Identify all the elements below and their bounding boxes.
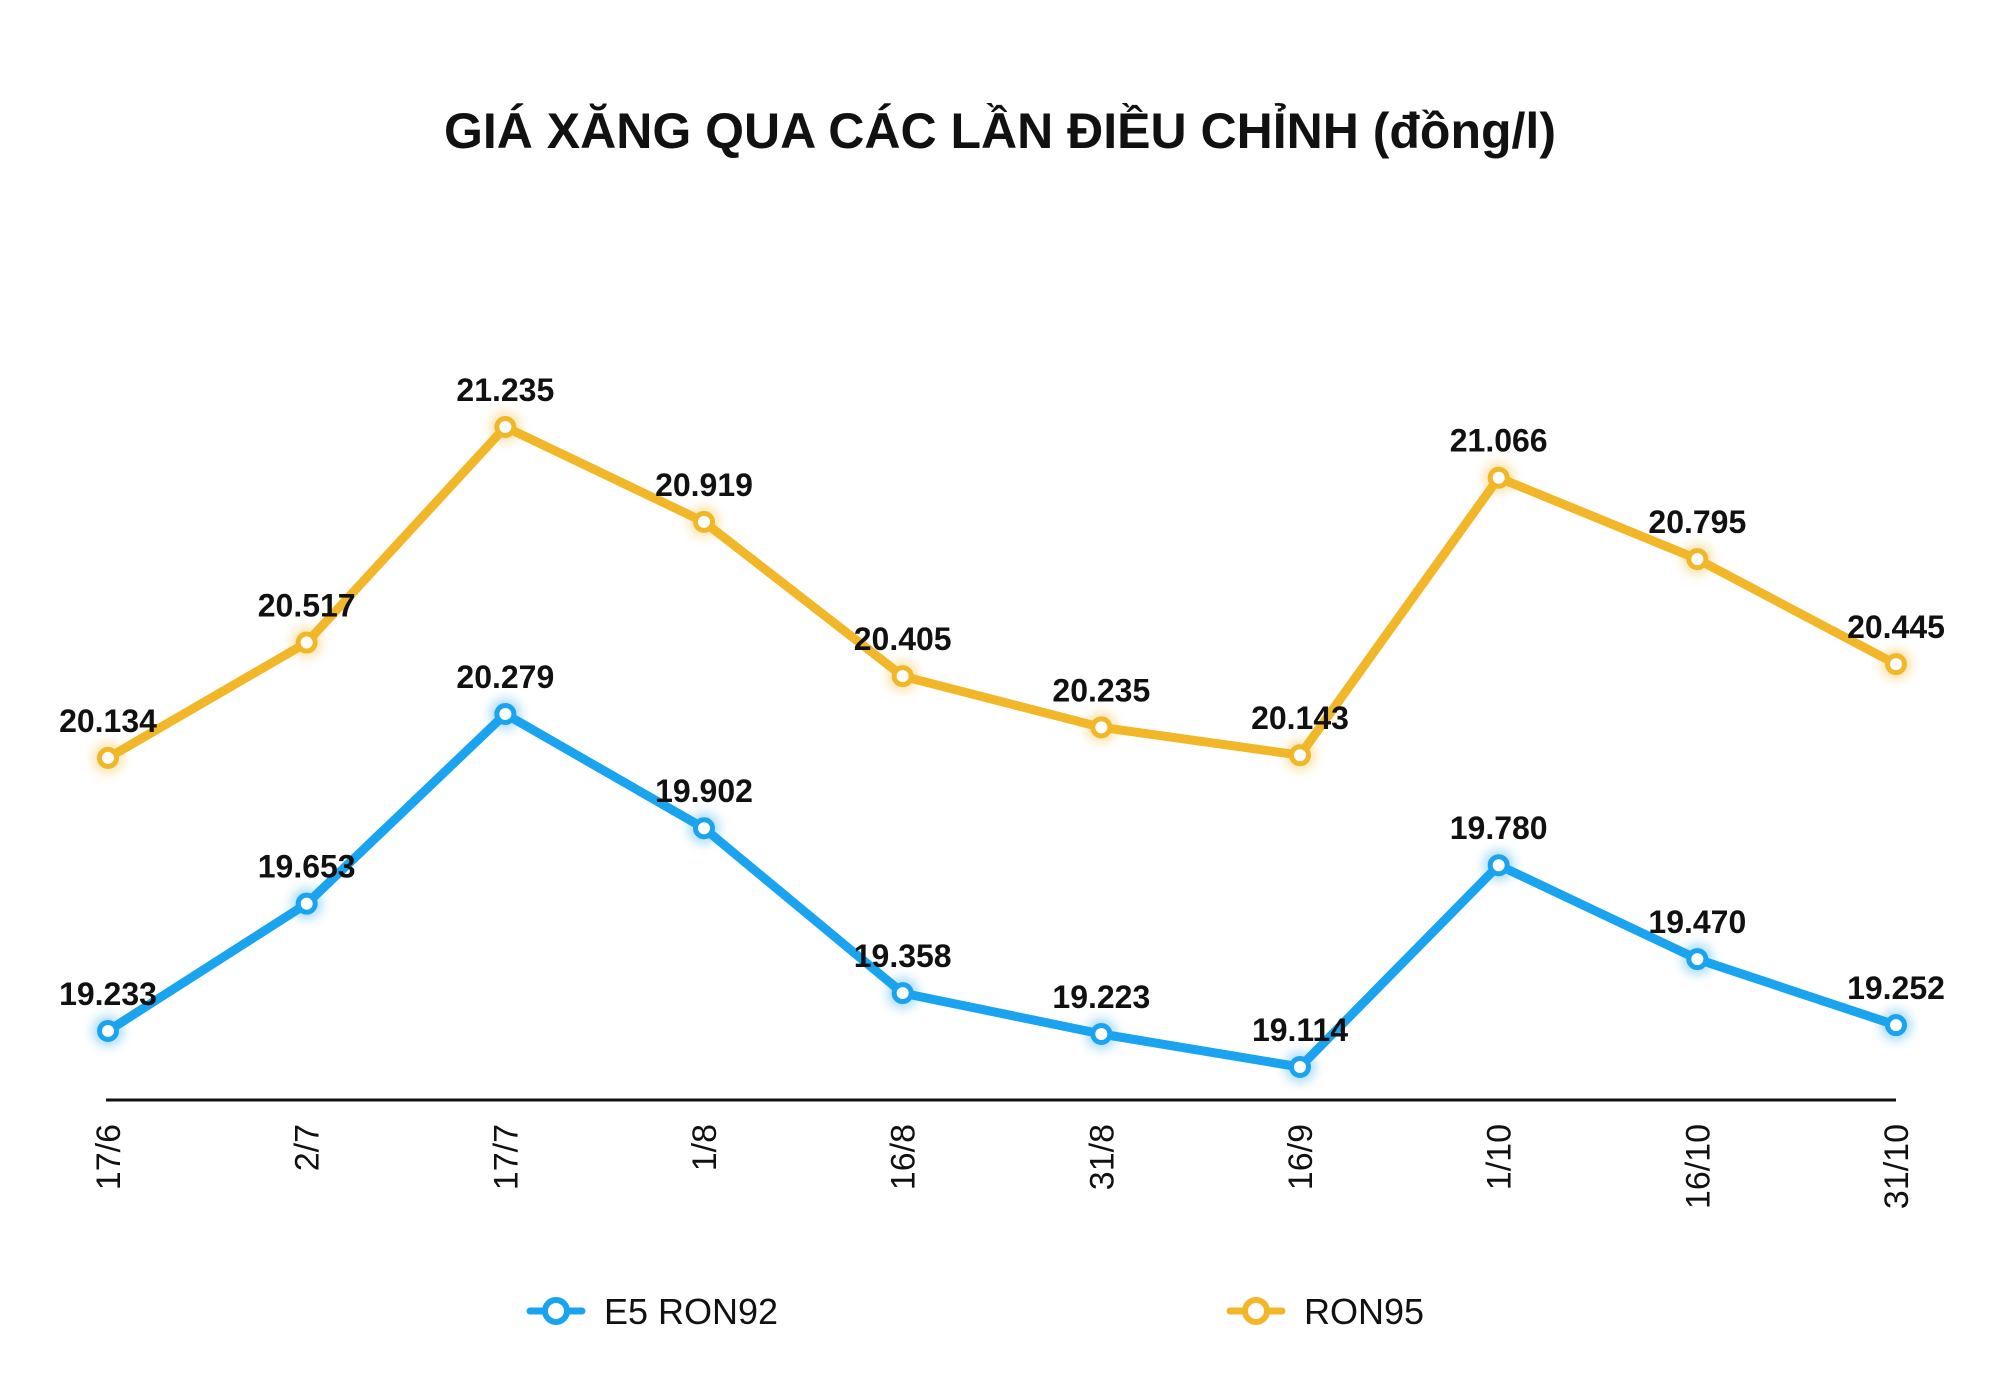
- data-point: [891, 982, 914, 1005]
- series-line-ron95: [103, 422, 1901, 763]
- data-point: [1090, 716, 1113, 739]
- legend: E5 RON92 RON95: [526, 1291, 1424, 1332]
- x-tick-label: 16/9: [1282, 1124, 1320, 1190]
- x-tick-label: 17/6: [90, 1124, 128, 1190]
- data-label: 19.223: [1052, 979, 1150, 1015]
- data-point: [97, 1019, 119, 1042]
- x-tick-label: 31/8: [1083, 1124, 1121, 1190]
- legend-item-ron95: RON95: [1226, 1291, 1424, 1332]
- data-point: [1090, 1022, 1113, 1045]
- data-label: 21.235: [456, 372, 554, 408]
- data-point: [97, 746, 119, 769]
- x-tick-label: 1/8: [686, 1124, 724, 1171]
- data-label: 19.470: [1648, 904, 1746, 940]
- data-label: 20.279: [456, 659, 554, 695]
- data-point: [891, 665, 914, 688]
- x-tick-label: 16/8: [885, 1124, 923, 1190]
- data-point: [1289, 744, 1311, 767]
- data-label: 20.143: [1251, 700, 1349, 736]
- legend-swatch-marker: [542, 1297, 570, 1325]
- data-point: [693, 510, 715, 533]
- series-ron95: 20.134 20.517 21.235 20.919 20.405 20.235 20.1…: [59, 372, 1945, 774]
- data-label: 19.114: [1252, 1012, 1348, 1048]
- data-point: [1885, 1014, 1907, 1037]
- series-e5-ron92: 19.233 19.653 20.279 19.902 19.358 19.223 19.1…: [59, 659, 1945, 1083]
- data-label: 21.066: [1450, 423, 1548, 459]
- data-label: 20.405: [854, 621, 952, 657]
- series-layer: 19.233 19.653 20.279 19.902 19.358 19.223 19.1…: [59, 372, 1945, 1083]
- data-point: [1686, 948, 1709, 971]
- data-label: 20.235: [1052, 672, 1150, 708]
- data-label: 19.252: [1847, 970, 1945, 1006]
- data-label: 20.134: [59, 703, 157, 739]
- chart-title: GIÁ XĂNG QUA CÁC LẦN ĐIỀU CHỈNH (đồng/l): [444, 103, 1556, 159]
- data-label: 19.358: [854, 938, 952, 974]
- data-label: 20.517: [258, 588, 356, 624]
- data-label: 20.795: [1648, 504, 1746, 540]
- data-label: 19.653: [258, 849, 356, 885]
- data-point: [1686, 548, 1709, 571]
- x-tick-label: 31/10: [1878, 1124, 1916, 1209]
- data-point: [693, 817, 715, 840]
- data-point: [494, 416, 517, 438]
- data-point: [1289, 1056, 1311, 1078]
- legend-label: RON95: [1304, 1291, 1424, 1332]
- legend-swatch-marker: [1242, 1297, 1270, 1325]
- data-point: [494, 703, 517, 725]
- series-line-e5-ron92: [103, 709, 1901, 1072]
- data-point: [1885, 653, 1907, 676]
- x-tick-label: 1/10: [1481, 1124, 1519, 1190]
- x-tick-label: 16/10: [1679, 1124, 1717, 1209]
- data-point: [1487, 466, 1510, 489]
- data-label: 20.919: [655, 467, 753, 503]
- data-point: [295, 892, 318, 915]
- data-point: [1487, 854, 1510, 877]
- x-tick-labels: 17/6 2/7 17/7 1/8 16/8 31/8 16/9 1/10 16/10 31/10: [90, 1124, 1916, 1209]
- data-label: 19.780: [1450, 810, 1548, 846]
- legend-item-e5-ron92: E5 RON92: [526, 1291, 778, 1332]
- data-point: [295, 631, 318, 654]
- x-tick-label: 17/7: [487, 1124, 525, 1190]
- x-tick-label: 2/7: [289, 1124, 327, 1171]
- data-label: 19.233: [59, 976, 157, 1012]
- data-label: 19.902: [655, 773, 753, 809]
- data-label: 20.445: [1847, 609, 1945, 645]
- legend-label: E5 RON92: [604, 1291, 778, 1332]
